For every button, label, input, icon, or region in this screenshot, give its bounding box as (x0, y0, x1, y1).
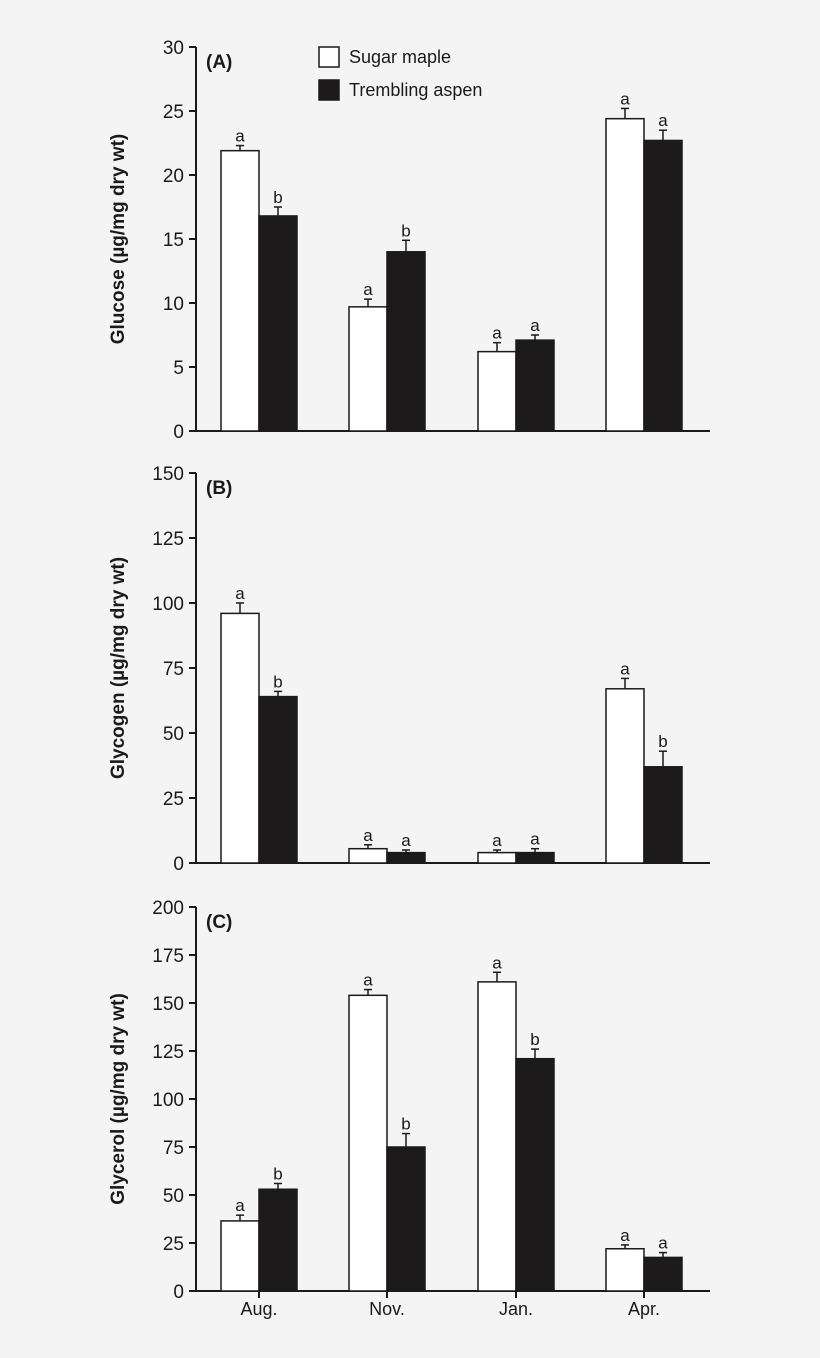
bar (643, 766, 683, 864)
significance-letter: b (273, 1164, 282, 1183)
y-tick-label: 100 (152, 594, 184, 615)
panel-label: (B) (206, 478, 232, 499)
legend: Sugar maple Trembling aspen (318, 46, 482, 101)
significance-letter: b (401, 221, 410, 240)
bar (258, 215, 298, 432)
x-tick-label: Apr. (628, 1299, 660, 1319)
bar (258, 1188, 298, 1292)
bar (220, 1220, 260, 1292)
y-tick-label: 0 (173, 1282, 184, 1303)
significance-letter: a (620, 659, 630, 678)
y-tick-label: 0 (173, 422, 184, 443)
panel-c: 0 25 50 75 100 125 150 175 200 (C) Glycerol (µg/mg… (108, 898, 710, 1319)
significance-letter: a (235, 1196, 245, 1215)
bar (386, 251, 426, 432)
bar (220, 149, 260, 432)
y-tick-label: 30 (163, 38, 184, 59)
y-tick-label: 150 (152, 994, 184, 1015)
significance-letter: a (530, 830, 540, 849)
y-tick-label: 200 (152, 898, 184, 919)
y-tick-label: 75 (163, 1138, 184, 1159)
significance-letter: b (273, 188, 282, 207)
bar (515, 1057, 555, 1292)
significance-letter: a (363, 280, 373, 299)
y-tick-label: 100 (152, 1090, 184, 1111)
bar (386, 1146, 426, 1292)
significance-letter: a (363, 971, 373, 990)
x-tick-label: Aug. (240, 1299, 277, 1319)
y-tick-label: 50 (163, 724, 184, 745)
significance-letter: a (620, 89, 630, 108)
significance-letter: a (492, 831, 502, 850)
legend-swatch (318, 79, 340, 101)
significance-letter: b (658, 732, 667, 751)
legend-label: Trembling aspen (349, 80, 482, 100)
significance-letter: a (401, 831, 411, 850)
significance-letter: a (492, 324, 502, 343)
y-tick-label: 15 (163, 230, 184, 251)
legend-swatch (318, 46, 340, 68)
bar (386, 851, 426, 864)
significance-letter: a (658, 111, 668, 130)
y-axis-label: Glycerol (µg/mg dry wt) (108, 993, 129, 1205)
x-tick-label: Jan. (499, 1299, 533, 1319)
y-tick-label: 25 (163, 789, 184, 810)
legend-label: Sugar maple (349, 47, 451, 67)
bar (258, 695, 298, 864)
significance-letter: a (363, 826, 373, 845)
bar (643, 1256, 683, 1292)
panel-b: 0 25 50 75 100 125 150 (B) Glycogen (µg/mg dry w… (108, 464, 710, 875)
significance-letter: a (530, 316, 540, 335)
bar (515, 339, 555, 432)
y-axis-label: Glycogen (µg/mg dry wt) (108, 557, 129, 779)
panel-a: 0 5 10 15 20 25 30 (A) Glucose (µg/mg dry wt) a a a… (108, 38, 710, 443)
y-tick-label: 150 (152, 464, 184, 485)
panel-label: (A) (206, 52, 232, 73)
significance-letter: b (401, 1115, 410, 1134)
significance-letter: b (530, 1030, 539, 1049)
bar (477, 851, 517, 864)
y-tick-label: 75 (163, 659, 184, 680)
bar (477, 981, 517, 1292)
significance-letter: a (235, 127, 245, 146)
x-tick-label: Nov. (369, 1299, 405, 1319)
y-tick-label: 25 (163, 102, 184, 123)
y-tick-label: 0 (173, 854, 184, 875)
y-tick-label: 10 (163, 294, 184, 315)
y-tick-label: 25 (163, 1234, 184, 1255)
bar (348, 847, 388, 864)
significance-letter: b (273, 672, 282, 691)
significance-letter: a (235, 584, 245, 603)
significance-letter: a (620, 1226, 630, 1245)
bar (605, 1248, 645, 1292)
bar (605, 688, 645, 864)
y-tick-label: 125 (152, 1042, 184, 1063)
significance-letter: a (492, 953, 502, 972)
y-tick-label: 20 (163, 166, 184, 187)
y-tick-label: 175 (152, 946, 184, 967)
y-tick-label: 50 (163, 1186, 184, 1207)
y-axis-label: Glucose (µg/mg dry wt) (108, 134, 129, 344)
bar (220, 612, 260, 864)
y-tick-label: 125 (152, 529, 184, 550)
panel-label: (C) (206, 912, 232, 933)
significance-letter: a (658, 1234, 668, 1253)
bar (348, 306, 388, 432)
bar (643, 139, 683, 432)
bar (477, 350, 517, 432)
bar (348, 994, 388, 1292)
bar (515, 851, 555, 864)
bar (605, 117, 645, 432)
y-tick-label: 5 (173, 358, 184, 379)
